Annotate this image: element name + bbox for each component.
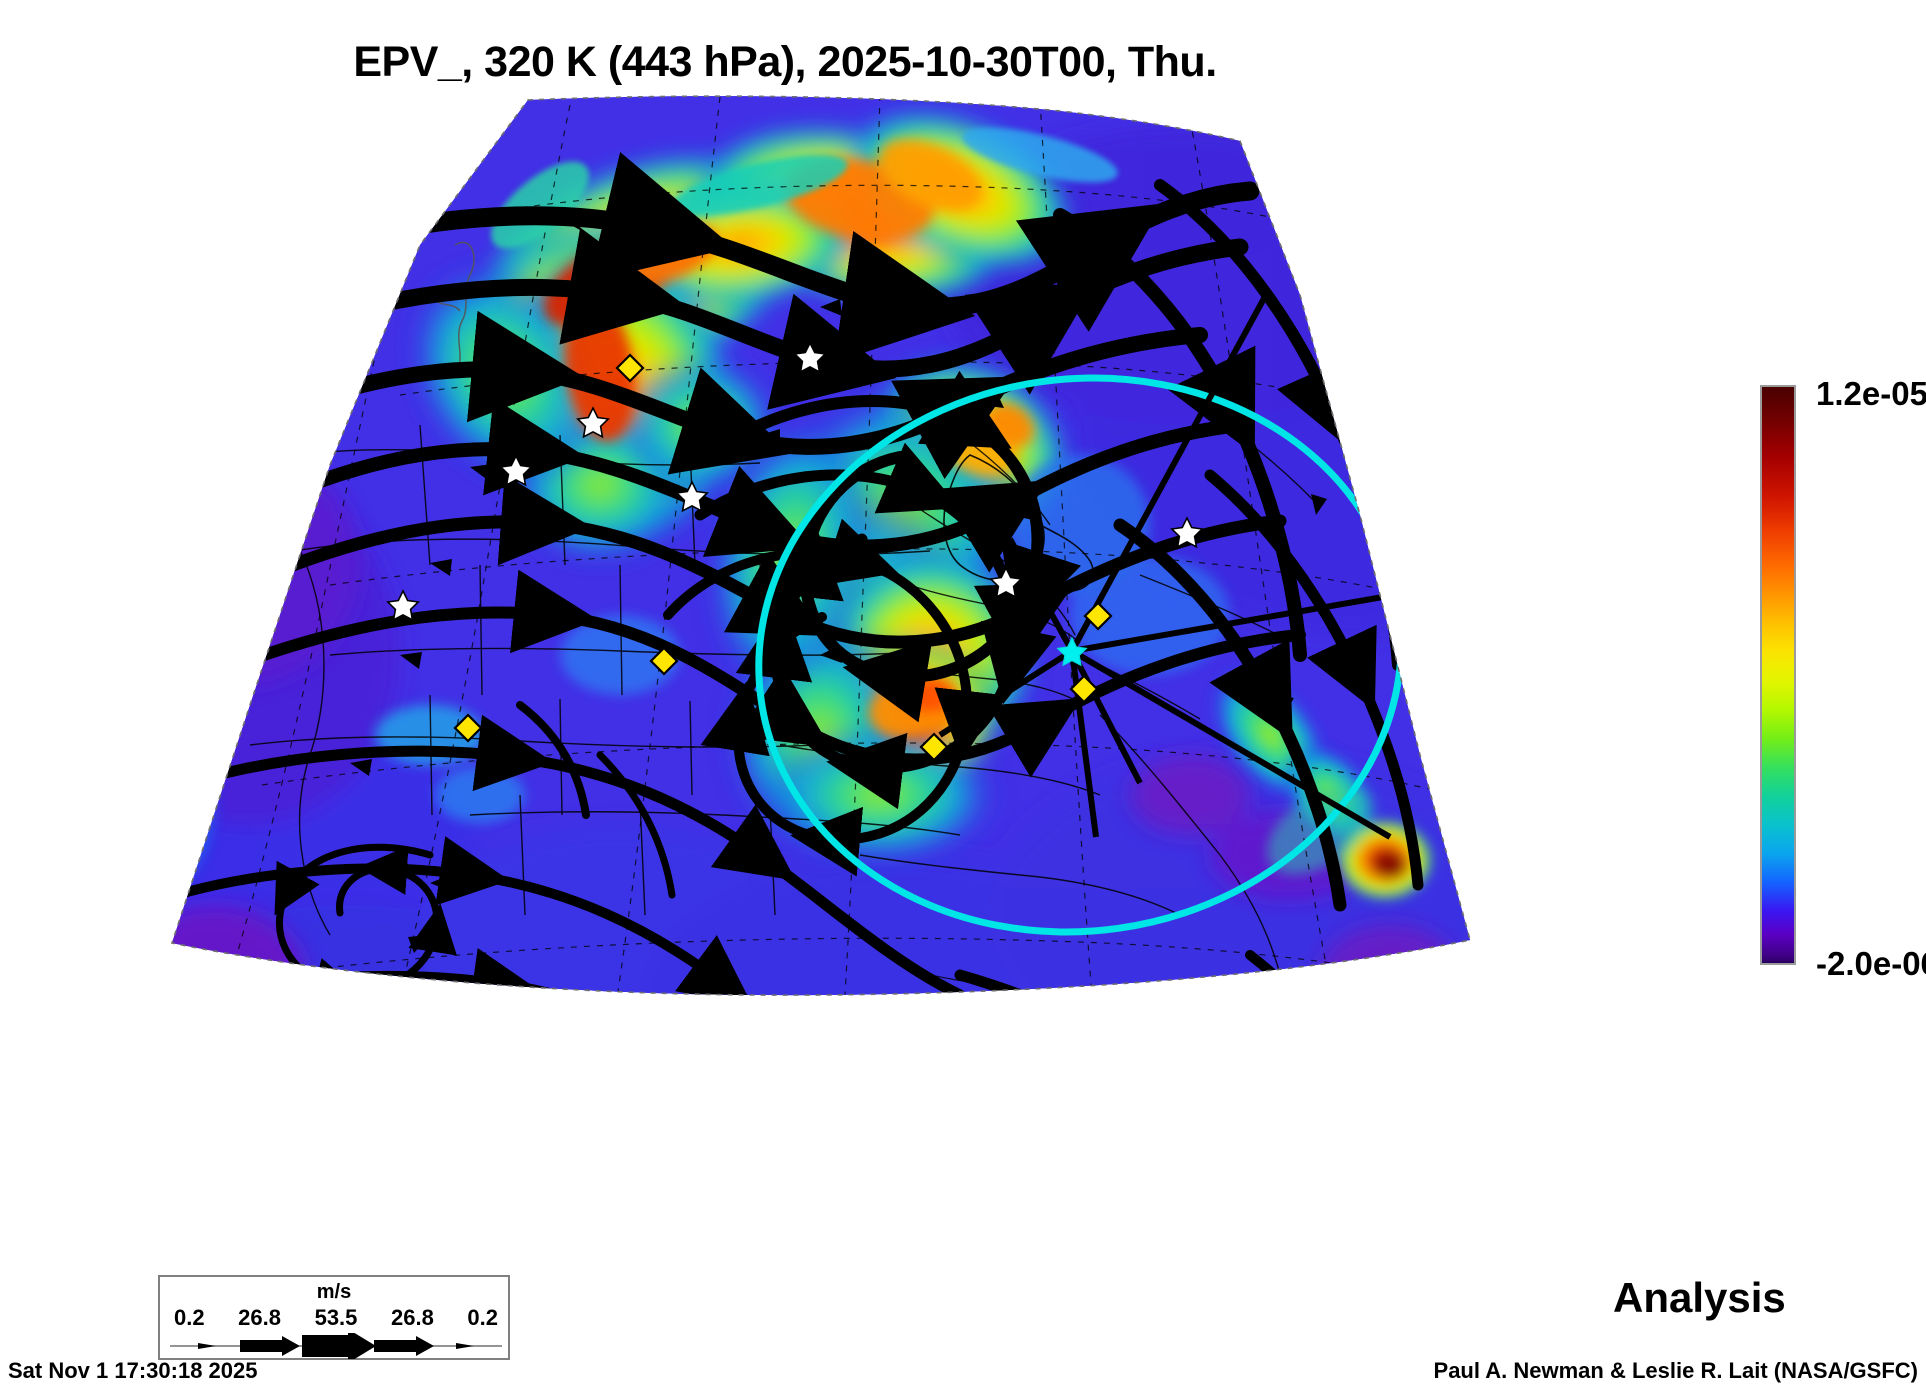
map-boundary	[170, 95, 1471, 996]
colorbar: 1.2e-05 -2.0e-06	[1752, 375, 1926, 995]
wind-legend-unit-label: m/s	[316, 1281, 352, 1303]
flight-legs	[938, 289, 1453, 840]
marker-layer	[386, 341, 1204, 762]
wind-legend-ticks: 0.2 26.8 53.5 26.8 0.2	[174, 1305, 498, 1331]
footer-timestamp: Sat Nov 1 17:30:18 2025	[8, 1358, 258, 1383]
wind-speed-legend: m/s 0.2 26.8 53.5 26.8 0.2	[158, 1275, 510, 1360]
map-panel	[0, 95, 1570, 1275]
map-plot	[170, 95, 1471, 996]
colorbar-max-label: 1.2e-05	[1816, 375, 1926, 412]
page-title: EPV_, 320 K (443 hPa), 2025-10-30T00, Th…	[353, 38, 1217, 86]
white-star-markers	[386, 341, 1204, 622]
wind-legend-arrow-scale	[170, 1333, 502, 1359]
yellow-diamond-markers	[453, 353, 1113, 762]
wind-tick-5: 0.2	[467, 1305, 498, 1330]
wind-tick-2: 26.8	[238, 1305, 281, 1330]
analysis-label: Analysis	[1613, 1274, 1786, 1321]
colorbar-gradient	[1760, 385, 1796, 965]
cyan-star-marker	[1056, 636, 1088, 667]
wind-tick-3: 53.5	[314, 1305, 358, 1330]
wind-tick-4: 26.8	[390, 1305, 434, 1330]
colorbar-min-label: -2.0e-06	[1816, 945, 1926, 982]
wind-tick-1: 0.2	[174, 1305, 205, 1330]
footer-credit: Paul A. Newman & Leslie R. Lait (NASA/GS…	[1433, 1358, 1918, 1383]
